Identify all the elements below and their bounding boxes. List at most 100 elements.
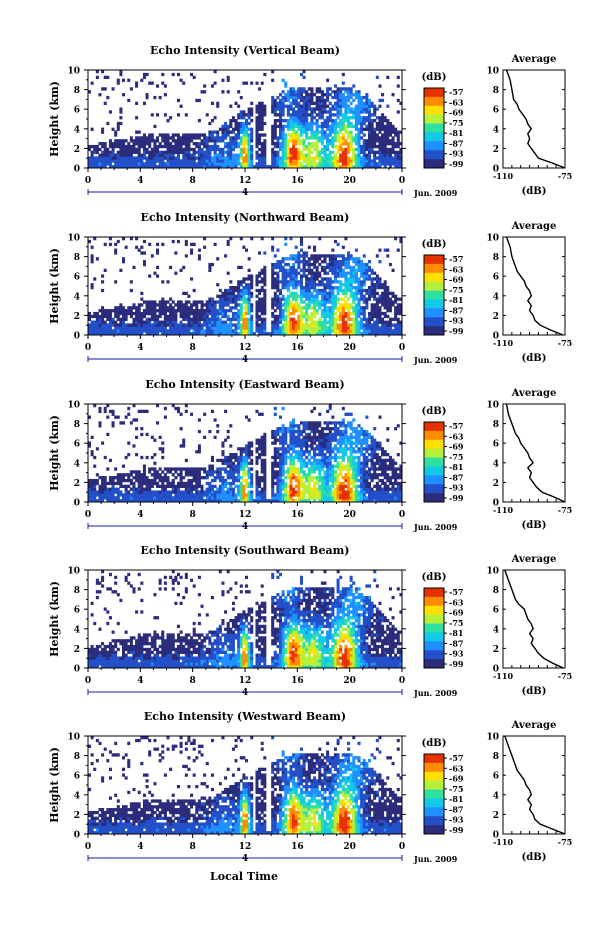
heatmap-cell [150, 139, 154, 143]
heatmap-cell [260, 499, 264, 503]
heatmap-cell [279, 478, 283, 483]
heatmap-cell [182, 306, 186, 310]
heatmap-cell [328, 257, 332, 261]
heatmap-cell [326, 87, 330, 91]
heatmap-cell [213, 476, 217, 480]
heatmap-cell [148, 484, 152, 488]
heatmap-cell [111, 150, 115, 154]
heatmap-cell [320, 124, 324, 129]
heatmap-cell [205, 476, 209, 480]
heatmap-cell [171, 323, 175, 327]
heatmap-cell [315, 104, 319, 108]
heatmap-cell [292, 87, 296, 91]
heatmap-cell [320, 294, 324, 298]
heatmap-cell [292, 156, 296, 160]
heatmap-cell [116, 144, 120, 149]
heatmap-cell [208, 493, 212, 497]
heatmap-cell [148, 306, 152, 310]
heatmap-cell [396, 98, 400, 103]
heatmap-cell [326, 314, 330, 319]
heatmap-cell [221, 133, 225, 137]
heatmap-cell [122, 306, 126, 310]
heatmap-cell [391, 268, 395, 272]
heatmap-cell [286, 144, 290, 149]
heatmap-cell [163, 156, 167, 160]
heatmap-cell [347, 262, 351, 267]
heatmap-cell [260, 150, 264, 154]
heatmap-cell [148, 311, 152, 316]
heatmap-cell [237, 265, 241, 270]
heatmap-cell [192, 159, 196, 163]
heatmap-cell [208, 147, 212, 152]
heatmap-cell [279, 461, 283, 465]
heatmap-cell [88, 484, 92, 488]
heatmap-cell [344, 280, 348, 284]
heatmap-cell [127, 490, 131, 494]
heatmap-cell [271, 150, 275, 154]
heatmap-cell [114, 467, 118, 471]
heatmap-cell [132, 162, 136, 166]
heatmap-cell [386, 248, 390, 252]
heatmap-cell [357, 165, 361, 169]
average-frame [502, 236, 566, 336]
heatmap-cell [307, 245, 311, 249]
heatmap-cell [179, 470, 183, 474]
heatmap-cell [331, 130, 335, 134]
heatmap-cell [239, 294, 243, 298]
heatmap-cell [111, 159, 115, 163]
heatmap-cell [289, 101, 293, 105]
heatmap-cell [336, 309, 340, 313]
heatmap-cell [305, 107, 309, 111]
heatmap-cell [286, 119, 290, 123]
heatmap-cell [328, 329, 332, 333]
heatmap-cell [135, 320, 139, 324]
heatmap-cell [129, 165, 133, 169]
heatmap-cell [103, 87, 107, 91]
heatmap-cell [129, 144, 133, 149]
heatmap-cell [349, 332, 353, 336]
heatmap-cell [218, 127, 222, 131]
heatmap-cell [260, 329, 264, 333]
heatmap-cell [221, 306, 225, 310]
heatmap-cell [224, 254, 228, 258]
heatmap-cell [310, 332, 314, 336]
heatmap-cell [281, 435, 285, 439]
heatmap-cell [331, 303, 335, 307]
heatmap-cell [373, 306, 377, 310]
heatmap-cell [302, 95, 306, 100]
heatmap-cell [336, 265, 340, 270]
heatmap-cell [354, 159, 358, 163]
heatmap-cell [142, 156, 146, 160]
heatmap-cell [122, 78, 126, 82]
heatmap-cell [148, 323, 152, 327]
heatmap-cell [367, 107, 371, 111]
heatmap-cell [197, 309, 201, 313]
heatmap-cell [226, 429, 230, 434]
heatmap-cell [224, 127, 228, 131]
heatmap-cell [137, 309, 141, 313]
heatmap-cell [239, 153, 243, 157]
heatmap-cell [234, 127, 238, 131]
heatmap-cell [362, 294, 366, 298]
heatmap-cell [273, 470, 277, 474]
heatmap-cell [169, 165, 173, 169]
heatmap-cell [210, 487, 214, 491]
heatmap-cell [310, 116, 314, 120]
heatmap-cell [281, 455, 285, 460]
heatmap-cell [258, 329, 262, 333]
heatmap-cell [142, 464, 146, 468]
heatmap-cell [299, 323, 303, 327]
heatmap-cell [208, 139, 212, 143]
heatmap-cell [381, 150, 385, 154]
heatmap-cell [237, 130, 241, 134]
heatmap-cell [310, 150, 314, 154]
heatmap-cell [90, 159, 94, 163]
heatmap-cell [336, 116, 340, 120]
heatmap-cell [276, 150, 280, 154]
heatmap-cell [276, 162, 280, 166]
heatmap-cell [176, 159, 180, 163]
heatmap-cell [197, 473, 201, 477]
heatmap-cell [273, 326, 277, 330]
heatmap-cell [203, 309, 207, 313]
heatmap-cell [137, 470, 141, 474]
